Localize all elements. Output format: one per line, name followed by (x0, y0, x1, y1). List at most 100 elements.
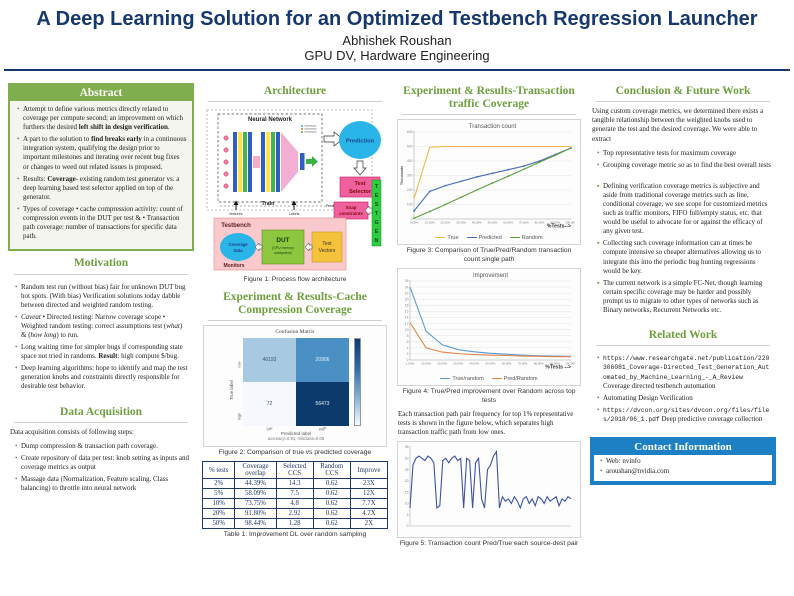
table-cell: 50% (201, 518, 236, 530)
list-item[interactable]: Automating Design Verification (597, 394, 771, 403)
cm-ytick-1: high (236, 413, 242, 421)
svg-text:E: E (375, 229, 379, 235)
svg-text:5: 5 (407, 513, 409, 517)
table-cell: 0.62 (312, 498, 351, 510)
list-item: Attempt to define various metrics direct… (17, 105, 187, 132)
table-header-cell: % tests (201, 461, 236, 480)
table-header-cell: Random CCS (312, 461, 351, 480)
labels-label: Labels (289, 212, 300, 216)
table-cell: 5% (201, 488, 236, 500)
legend-item: Random (509, 235, 543, 241)
legend-swatch (466, 237, 477, 239)
table-header-cell: Selected CCS (275, 461, 314, 480)
svg-text:30: 30 (405, 457, 409, 461)
svg-text:10.00%: 10.00% (421, 362, 431, 366)
list-item: Defining verification coverage metrics i… (597, 182, 771, 237)
poster-columns: Abstract Attempt to define various metri… (0, 77, 794, 553)
svg-text:10: 10 (405, 502, 409, 506)
svg-text:26: 26 (405, 279, 409, 283)
svg-text:N: N (375, 238, 379, 244)
list-item: Massage data (Normalization, Feature sca… (15, 475, 189, 493)
list-item: Results: Coverage- existing random test … (17, 175, 187, 202)
table-cell: 2.92 (275, 508, 314, 520)
table-header-cell: Improve (349, 461, 389, 480)
svg-text:20: 20 (405, 479, 409, 483)
contact-heading: Contact Information (634, 441, 732, 454)
motivation-heading: Motivation (73, 257, 129, 270)
figure2-confusion-matrix: Confusion Matrix True label low high 461… (203, 325, 387, 448)
svg-text:300: 300 (407, 174, 413, 178)
table-cell: 14.3 (275, 478, 314, 490)
list-item[interactable]: https://www.researchgate.net/publication… (597, 354, 771, 391)
features-label: features (230, 212, 243, 216)
figure4-caption: Figure 4: True/Pred improvement over Ran… (402, 388, 576, 404)
contact-section: Contact Information Web: nvinfoaroushan@… (590, 437, 776, 485)
list-item: Dump compression & transaction path cove… (15, 442, 189, 451)
snap-label-2: constraints (339, 211, 363, 216)
nn-funnel (281, 132, 298, 193)
figure4-chart: 0 2 4 6 8 10 12 14 16 18 20 22 24 26 1.00% 10.00% 20.00%… (397, 268, 581, 387)
table1-caption: Table 1: Improvement DL over random samp… (223, 531, 367, 539)
list-item: Grouping coverage metric so as to find t… (597, 161, 771, 170)
train-label: Train (262, 201, 275, 207)
testgen-arrow-icon (364, 205, 373, 216)
cm-cell-00: 46193 (243, 338, 296, 383)
svg-text:400: 400 (407, 160, 413, 164)
svg-text:40.00%: 40.00% (472, 221, 482, 225)
chart-legend: True Predicted Random (399, 234, 579, 243)
author-name: Abhishek Roushan (342, 33, 452, 48)
coverage-label-2: Data (233, 248, 243, 253)
svg-text:2: 2 (407, 352, 409, 356)
cm-yticks: low high (235, 338, 243, 443)
svg-text:16: 16 (405, 310, 409, 314)
svg-text:20.00%: 20.00% (437, 362, 447, 366)
svg-text:80.00%: 80.00% (535, 221, 545, 225)
list-item: A part to the solution to find breaks ea… (17, 135, 187, 171)
related-work-heading: Related Work (648, 329, 718, 342)
nn-layer-stripes-1 (233, 132, 252, 193)
svg-text:100: 100 (407, 203, 413, 207)
table-cell: 44.39% (234, 478, 277, 490)
list-item: aroushan@nvidia.com (600, 467, 768, 476)
svg-text:70.00%: 70.00% (519, 221, 529, 225)
framework-logo-icon (301, 125, 317, 134)
svg-text:60.00%: 60.00% (503, 221, 513, 225)
list-item[interactable]: https://dvcon.org/sites/dvcon.org/files/… (597, 406, 771, 424)
svg-text:1.00%: 1.00% (406, 362, 415, 366)
svg-text:Thousands: Thousands (400, 166, 404, 185)
nn-output-bar (300, 153, 305, 171)
svg-text:30.00%: 30.00% (456, 221, 466, 225)
data-acquisition-rule (14, 421, 188, 423)
cm-accuracy-note: accuracy=0.91; misclass=0.09 (267, 436, 325, 442)
table-cell: 4.7X (349, 508, 389, 520)
abstract-list: Attempt to define various metrics direct… (10, 101, 192, 249)
table-cell: 12X (349, 488, 389, 500)
poster-header: A Deep Learning Solution for an Optimize… (0, 0, 794, 63)
data-acquisition-heading: Data Acquisition (59, 405, 143, 418)
conclusion-green-bullets: Defining verification coverage metrics i… (590, 178, 776, 323)
test-vectors-label-2: Vectors (319, 248, 336, 254)
legend-swatch (435, 237, 446, 239)
legend-item: True/random (440, 376, 484, 382)
conclusion-rule (596, 101, 770, 103)
conclusion-intro: Using custom coverage metrics, we determ… (592, 107, 764, 143)
author-affiliation: GPU DV, Hardware Engineering (304, 48, 490, 63)
related-work-list: https://www.researchgate.net/publication… (590, 350, 776, 432)
architecture-rule (208, 101, 382, 103)
transaction-paragraph: Each transaction path pair frequency for… (398, 409, 574, 437)
svg-text:0: 0 (407, 358, 409, 362)
svg-text:70.00%: 70.00% (518, 362, 528, 366)
architecture-heading: Architecture (263, 85, 327, 97)
abstract-section: Abstract Attempt to define various metri… (8, 83, 194, 252)
table-cell: 0.62 (312, 478, 351, 490)
list-item: Create repository of data per test: knob… (15, 454, 189, 472)
prediction-label: Prediction (346, 139, 375, 145)
legend-item: Predicted (466, 235, 502, 241)
exp-cache-rule (208, 320, 382, 322)
feature-label-arrows (233, 200, 297, 211)
svg-text:22: 22 (405, 292, 409, 296)
svg-text:90.00%: 90.00% (550, 362, 560, 366)
list-item: Web: nvinfo (600, 457, 768, 466)
table-row: 2% 44.39% 14.3 0.62 23X (201, 478, 389, 490)
